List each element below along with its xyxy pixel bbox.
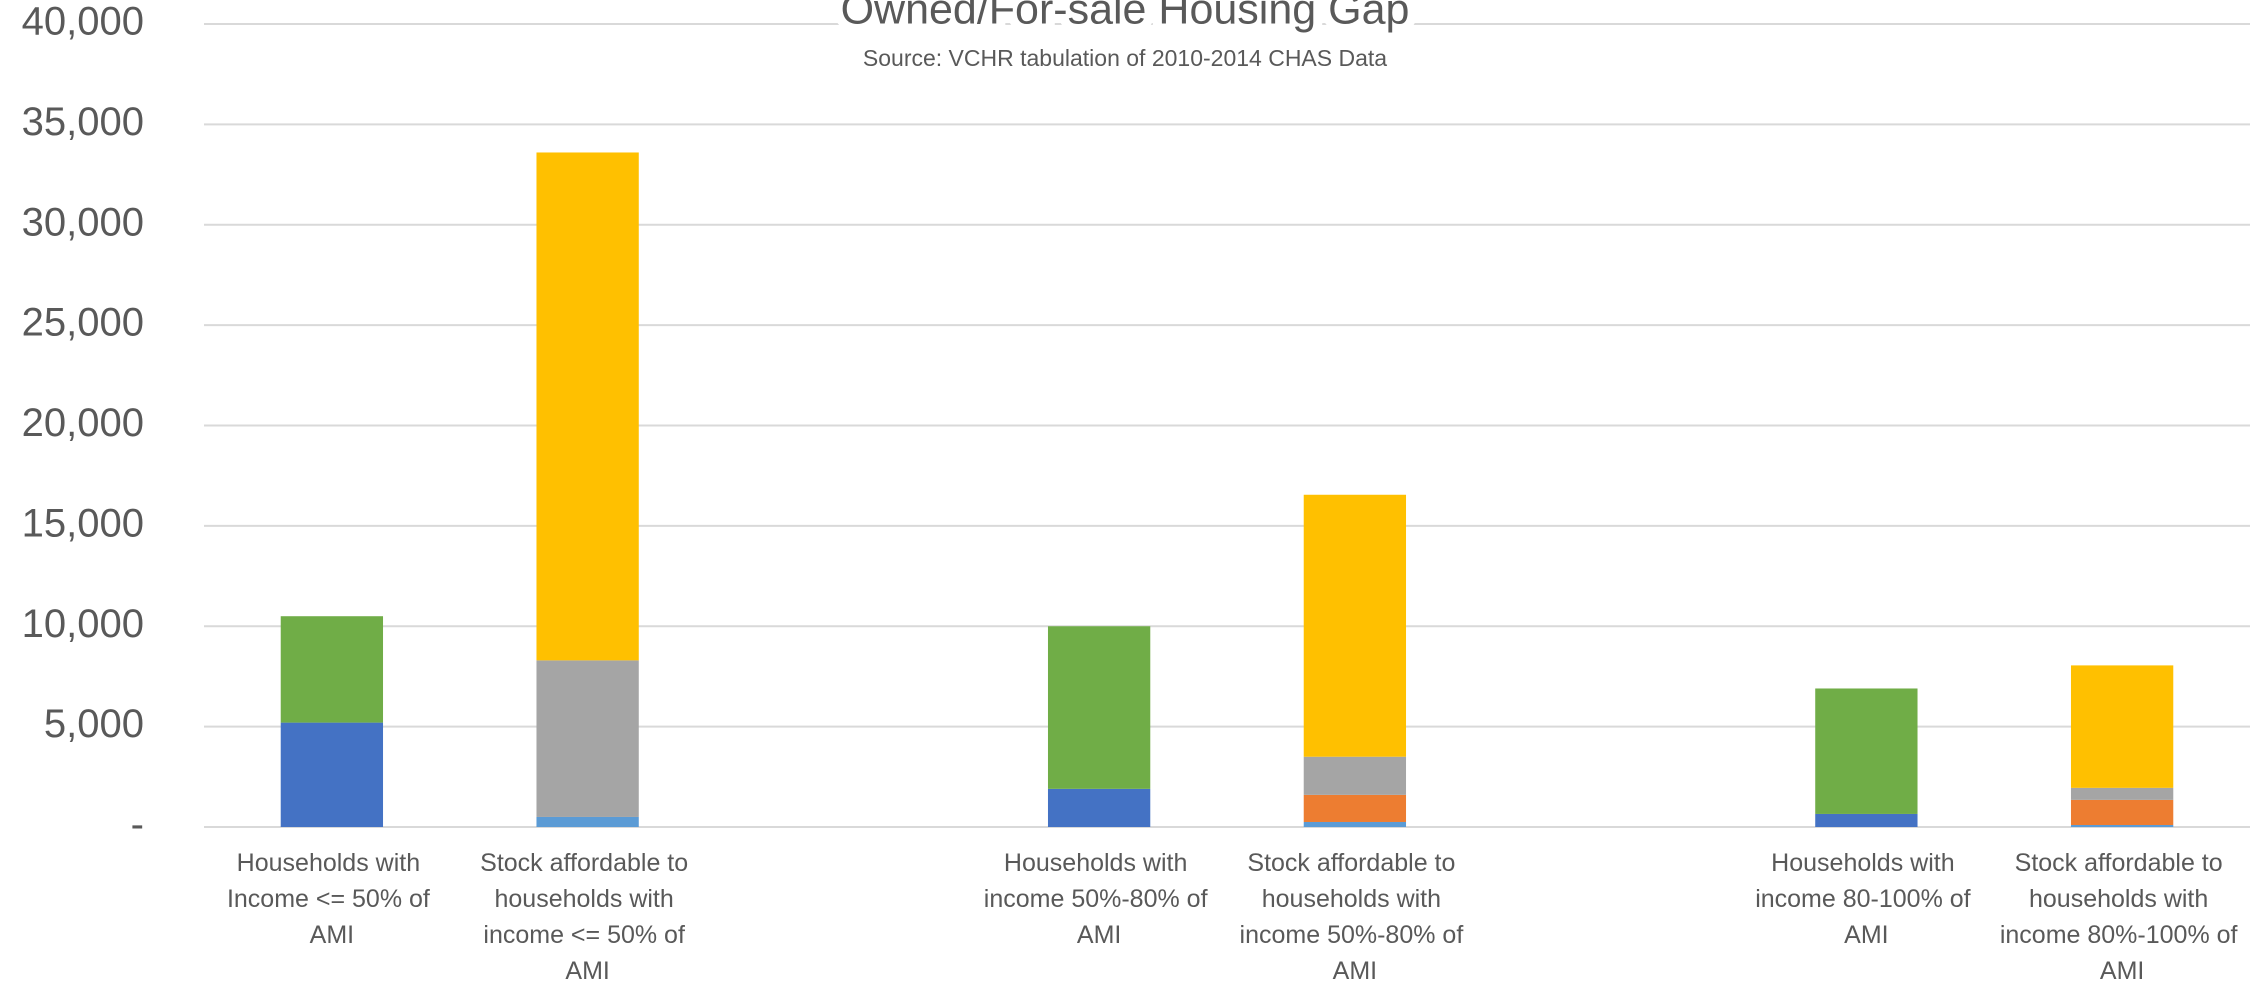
x-tick-label: Stock affordable to households with inco…: [480, 849, 695, 985]
y-tick-label: 35,000: [22, 100, 144, 144]
bar-segment: [2070, 787, 2174, 800]
y-tick-label: -: [131, 803, 144, 847]
x-tick-label: Households with income 50%-80% of AMI: [984, 849, 1215, 949]
bar-segment: [536, 660, 639, 817]
bar-segment: [1303, 756, 1407, 795]
x-tick-label: Stock affordable to households with inco…: [1240, 849, 1471, 985]
bar-segment: [1047, 788, 1151, 827]
bar-segment: [280, 616, 384, 723]
bar-segment: [2070, 665, 2174, 788]
y-tick-label: 20,000: [22, 401, 144, 445]
bar-segment: [536, 152, 639, 661]
x-tick-label: Households with income 80-100% of AMI: [1755, 849, 1977, 949]
y-tick-label: 5,000: [44, 702, 144, 746]
bar-segment: [2070, 799, 2174, 825]
y-tick-label: 25,000: [22, 301, 144, 345]
y-tick-label: 10,000: [22, 602, 144, 646]
bar-segment: [1047, 626, 1151, 789]
bar-segment: [2070, 824, 2174, 827]
bar-segment: [1815, 688, 1918, 814]
y-tick-label: 40,000: [22, 0, 144, 44]
y-tick-label: 15,000: [22, 501, 144, 545]
x-tick-label: Stock affordable to households with inco…: [2000, 849, 2245, 985]
bar-segment: [536, 816, 639, 827]
x-tick-label: Households with Income <= 50% of AMI: [227, 849, 437, 949]
bar-segment: [1303, 494, 1407, 757]
chart-title: Owned/For-sale Housing Gap: [841, 0, 1410, 33]
bar-segment: [1815, 813, 1918, 827]
chart-subtitle: Source: VCHR tabulation of 2010-2014 CHA…: [863, 45, 1387, 71]
bar-segment: [280, 722, 384, 827]
bar-segment: [1303, 821, 1407, 827]
y-tick-label: 30,000: [22, 200, 144, 244]
bar-segment: [1303, 794, 1407, 822]
